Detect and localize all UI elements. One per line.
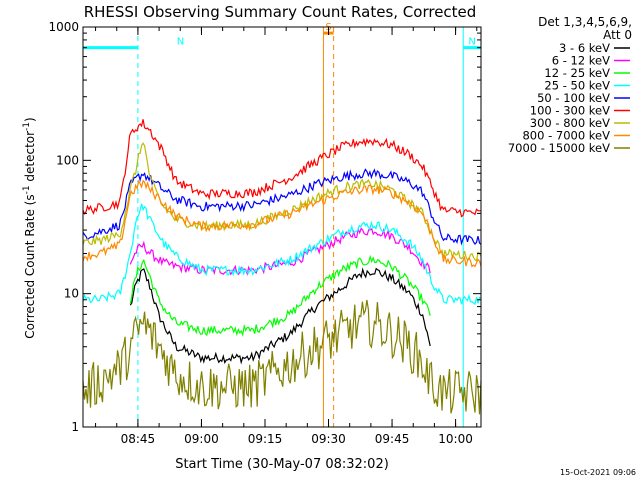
y-tick-label-3: 1000: [48, 20, 79, 34]
x-tick-label-1: 09:00: [184, 432, 219, 446]
x-axis-label: Start Time (30-May-07 08:32:02): [175, 457, 389, 472]
series-line-0: [129, 267, 431, 365]
y-axis-label-sup1: -1: [22, 185, 32, 194]
legend-label-5: 100 - 300 keV: [530, 104, 610, 118]
series-lines: [82, 119, 482, 415]
plot-area: [83, 27, 481, 427]
x-tick-label-4: 09:45: [375, 432, 410, 446]
series-line-1: [129, 226, 431, 276]
legend-label-6: 300 - 800 keV: [530, 116, 610, 130]
legend-header-line1: Det 1,3,4,5,6,9,: [538, 15, 632, 29]
y-tick-label-1: 10: [64, 287, 79, 301]
legend-label-7: 800 - 7000 keV: [522, 129, 610, 143]
timestamp: 15-Oct-2021 09:06: [560, 468, 636, 477]
series-line-5: [82, 119, 481, 218]
marker-label-1: N: [468, 37, 475, 48]
series-line-7: [82, 179, 482, 268]
x-tick-label-0: 08:45: [121, 432, 156, 446]
legend-label-3: 25 - 50 keV: [544, 79, 610, 93]
legend-label-2: 12 - 25 keV: [544, 66, 610, 80]
y-axis-label: Corrected Count Rate (s-1 detector-1): [22, 117, 37, 338]
x-tick-label-3: 09:30: [311, 432, 346, 446]
y-axis-label-end: ): [23, 117, 37, 122]
axes: 08:45 09:00 09:15 09:30 09:45 10:00 1 10 100 1000: [48, 20, 482, 446]
legend-header-line2: Att 0: [603, 28, 632, 42]
marker-label-0: N: [177, 37, 184, 48]
legend-label-8: 7000 - 15000 keV: [508, 141, 610, 155]
y-tick-label-0: 1: [71, 420, 79, 434]
chart-title: RHESSI Observing Summary Count Rates, Co…: [84, 3, 477, 21]
legend-label-1: 6 - 12 keV: [552, 54, 610, 68]
y-axis-label-mid: detector: [23, 131, 37, 186]
series-line-8: [82, 299, 482, 415]
y-axis-label-main: Corrected Count Rate (s: [23, 194, 37, 338]
series-line-3: [82, 203, 482, 306]
series-line-4: [82, 168, 482, 246]
plot-background: [83, 27, 481, 427]
y-tick-label-2: 100: [56, 153, 79, 167]
x-tick-label-5: 10:00: [438, 432, 473, 446]
legend-label-4: 50 - 100 keV: [537, 91, 610, 105]
y-axis-label-sup2: -1: [22, 122, 32, 131]
legend-label-0: 3 - 6 keV: [559, 41, 610, 55]
series-line-2: [129, 254, 431, 338]
x-tick-label-2: 09:15: [248, 432, 283, 446]
plot-frame: [82, 26, 482, 428]
